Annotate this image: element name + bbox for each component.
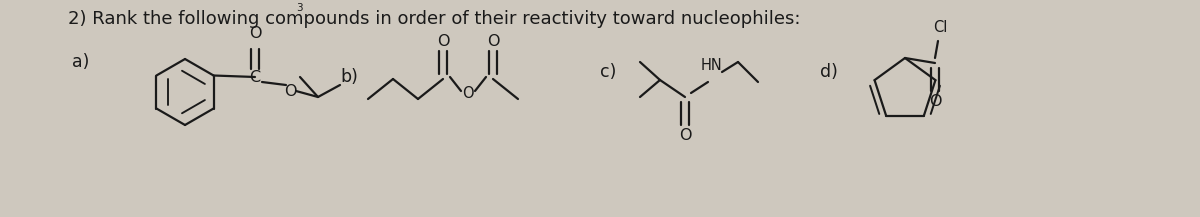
Text: HN: HN bbox=[701, 59, 722, 74]
Text: O: O bbox=[679, 128, 691, 143]
Text: O: O bbox=[487, 33, 499, 49]
Text: b): b) bbox=[340, 68, 358, 86]
Text: O: O bbox=[462, 87, 474, 102]
Text: d): d) bbox=[820, 63, 838, 81]
Text: O: O bbox=[248, 26, 262, 41]
Text: C: C bbox=[250, 69, 260, 84]
Text: O: O bbox=[283, 84, 296, 99]
Text: 3: 3 bbox=[296, 3, 302, 13]
Text: c): c) bbox=[600, 63, 617, 81]
Text: a): a) bbox=[72, 53, 89, 71]
Text: Cl: Cl bbox=[932, 20, 947, 35]
Text: 2) Rank the following compounds in order of their reactivity toward nucleophiles: 2) Rank the following compounds in order… bbox=[68, 10, 800, 28]
Text: O: O bbox=[929, 94, 941, 108]
Text: O: O bbox=[437, 33, 449, 49]
